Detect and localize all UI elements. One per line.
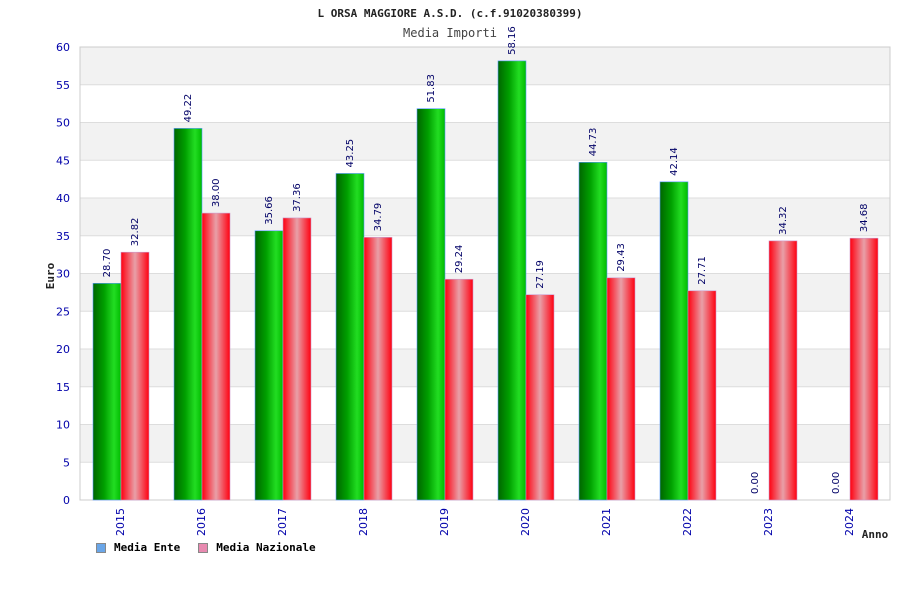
x-tick-label: 2015 [114, 508, 127, 536]
y-tick-label: 25 [56, 305, 70, 318]
x-tick-label: 2018 [357, 508, 370, 536]
bar-nazionale-2019 [444, 278, 474, 501]
y-tick-label: 45 [56, 154, 70, 167]
bar-ente-2016 [173, 128, 203, 501]
value-label: 44.73 [588, 128, 599, 157]
bar-nazionale-2015 [120, 251, 150, 501]
bar-nazionale-2022 [687, 290, 717, 501]
value-label: 37.36 [292, 183, 303, 212]
bar-nazionale-2023 [768, 240, 798, 501]
y-tick-label: 10 [56, 419, 70, 432]
value-label: 38.00 [211, 178, 222, 207]
legend: Media Ente Media Nazionale [96, 541, 316, 554]
y-tick-label: 35 [56, 230, 70, 243]
bar-ente-2022 [659, 181, 689, 501]
grid-band [80, 47, 890, 85]
value-label: 51.83 [426, 74, 437, 103]
value-label: 42.14 [669, 147, 680, 176]
value-label: 29.24 [454, 245, 465, 274]
x-tick-label: 2019 [438, 508, 451, 536]
value-label: 32.82 [130, 218, 141, 247]
plot-border [79, 46, 891, 501]
y-tick-label: 50 [56, 117, 70, 130]
value-label: 28.70 [102, 249, 113, 278]
y-tick-label: 20 [56, 343, 70, 356]
y-tick-label: 30 [56, 268, 70, 281]
value-label: 34.68 [859, 204, 870, 233]
value-label: 43.25 [345, 139, 356, 168]
legend-label-nazionale: Media Nazionale [216, 541, 316, 554]
y-axis-ticks: 0 5 10 15 20 25 30 35 40 45 50 55 60 [56, 41, 70, 507]
legend-label-ente: Media Ente [114, 541, 181, 554]
y-tick-label: 40 [56, 192, 70, 205]
y-tick-label: 15 [56, 381, 70, 394]
value-label: 34.32 [778, 206, 789, 235]
x-tick-label: 2022 [681, 508, 694, 536]
bar-nazionale-2017 [282, 217, 312, 501]
x-tick-label: 2024 [843, 508, 856, 536]
value-label: 27.71 [697, 256, 708, 285]
bar-ente-2019 [416, 108, 446, 501]
bar-nazionale-2024 [849, 237, 879, 501]
chart-title: L ORSA MAGGIORE A.S.D. (c.f.91020380399) [318, 7, 583, 20]
y-axis-label: Euro [44, 262, 57, 289]
value-label: 29.43 [616, 243, 627, 272]
x-tick-label: 2017 [276, 508, 289, 536]
value-label: 58.16 [507, 26, 518, 55]
value-label: 0.00 [750, 472, 761, 494]
y-tick-label: 5 [63, 456, 70, 469]
legend-item-ente: Media Ente [96, 541, 180, 554]
value-label: 0.00 [831, 472, 842, 494]
value-label: 34.79 [373, 203, 384, 232]
y-tick-label: 60 [56, 41, 70, 54]
x-tick-label: 2021 [600, 508, 613, 536]
x-tick-label: 2023 [762, 508, 775, 536]
bar-nazionale-2016 [201, 212, 231, 501]
x-tick-label: 2016 [195, 508, 208, 536]
bar-ente-2021 [578, 161, 608, 501]
bar-ente-2017 [254, 230, 284, 501]
y-tick-label: 55 [56, 79, 70, 92]
y-tick-label: 0 [63, 494, 70, 507]
legend-item-nazionale: Media Nazionale [198, 541, 316, 554]
legend-swatch-nazionale [198, 542, 209, 553]
bars [92, 60, 879, 501]
grid-bands [80, 47, 890, 463]
value-label: 49.22 [183, 94, 194, 123]
value-labels: 28.70 32.82 49.22 38.00 35.66 37.36 43.25 34.79… [102, 26, 870, 494]
grid-band [80, 122, 890, 161]
value-label: 35.66 [264, 196, 275, 225]
value-label: 27.19 [535, 260, 546, 289]
bar-ente-2015 [92, 283, 122, 501]
bar-nazionale-2018 [363, 237, 393, 501]
bar-nazionale-2020 [525, 294, 555, 501]
legend-swatch-ente [96, 542, 106, 553]
bar-nazionale-2021 [606, 277, 636, 501]
x-axis-ticks: 2015 2016 2017 2018 2019 2020 2021 2022 2023 2024 [114, 508, 856, 536]
x-tick-label: 2020 [519, 508, 532, 536]
x-axis-label: Anno [862, 528, 889, 541]
chart-subtitle: Media Importi [403, 26, 497, 40]
bar-ente-2020 [497, 60, 527, 501]
bar-ente-2018 [335, 173, 365, 501]
